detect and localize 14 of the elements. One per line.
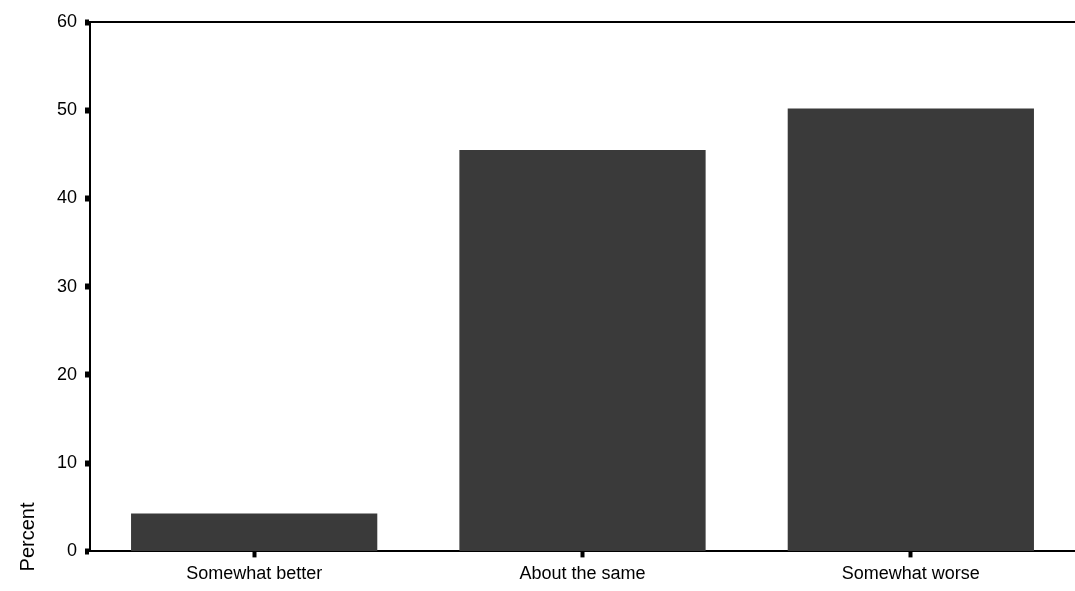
y-tick-label: 60 [56, 10, 77, 31]
y-tick-label: 50 [56, 99, 77, 120]
x-tick-label: Somewhat worse [841, 563, 980, 584]
y-tick-label: 30 [56, 275, 77, 296]
y-tick-label: 0 [66, 540, 77, 561]
y-axis-title: Percent [15, 502, 38, 572]
y-tick-label: 10 [56, 452, 77, 473]
bar [459, 149, 706, 551]
x-tick-label: About the same [519, 563, 646, 584]
y-tick-label: 20 [56, 363, 77, 384]
x-tick-label: Somewhat better [186, 563, 323, 584]
bar [787, 108, 1034, 551]
bar [131, 513, 378, 551]
y-tick-label: 40 [56, 187, 77, 208]
